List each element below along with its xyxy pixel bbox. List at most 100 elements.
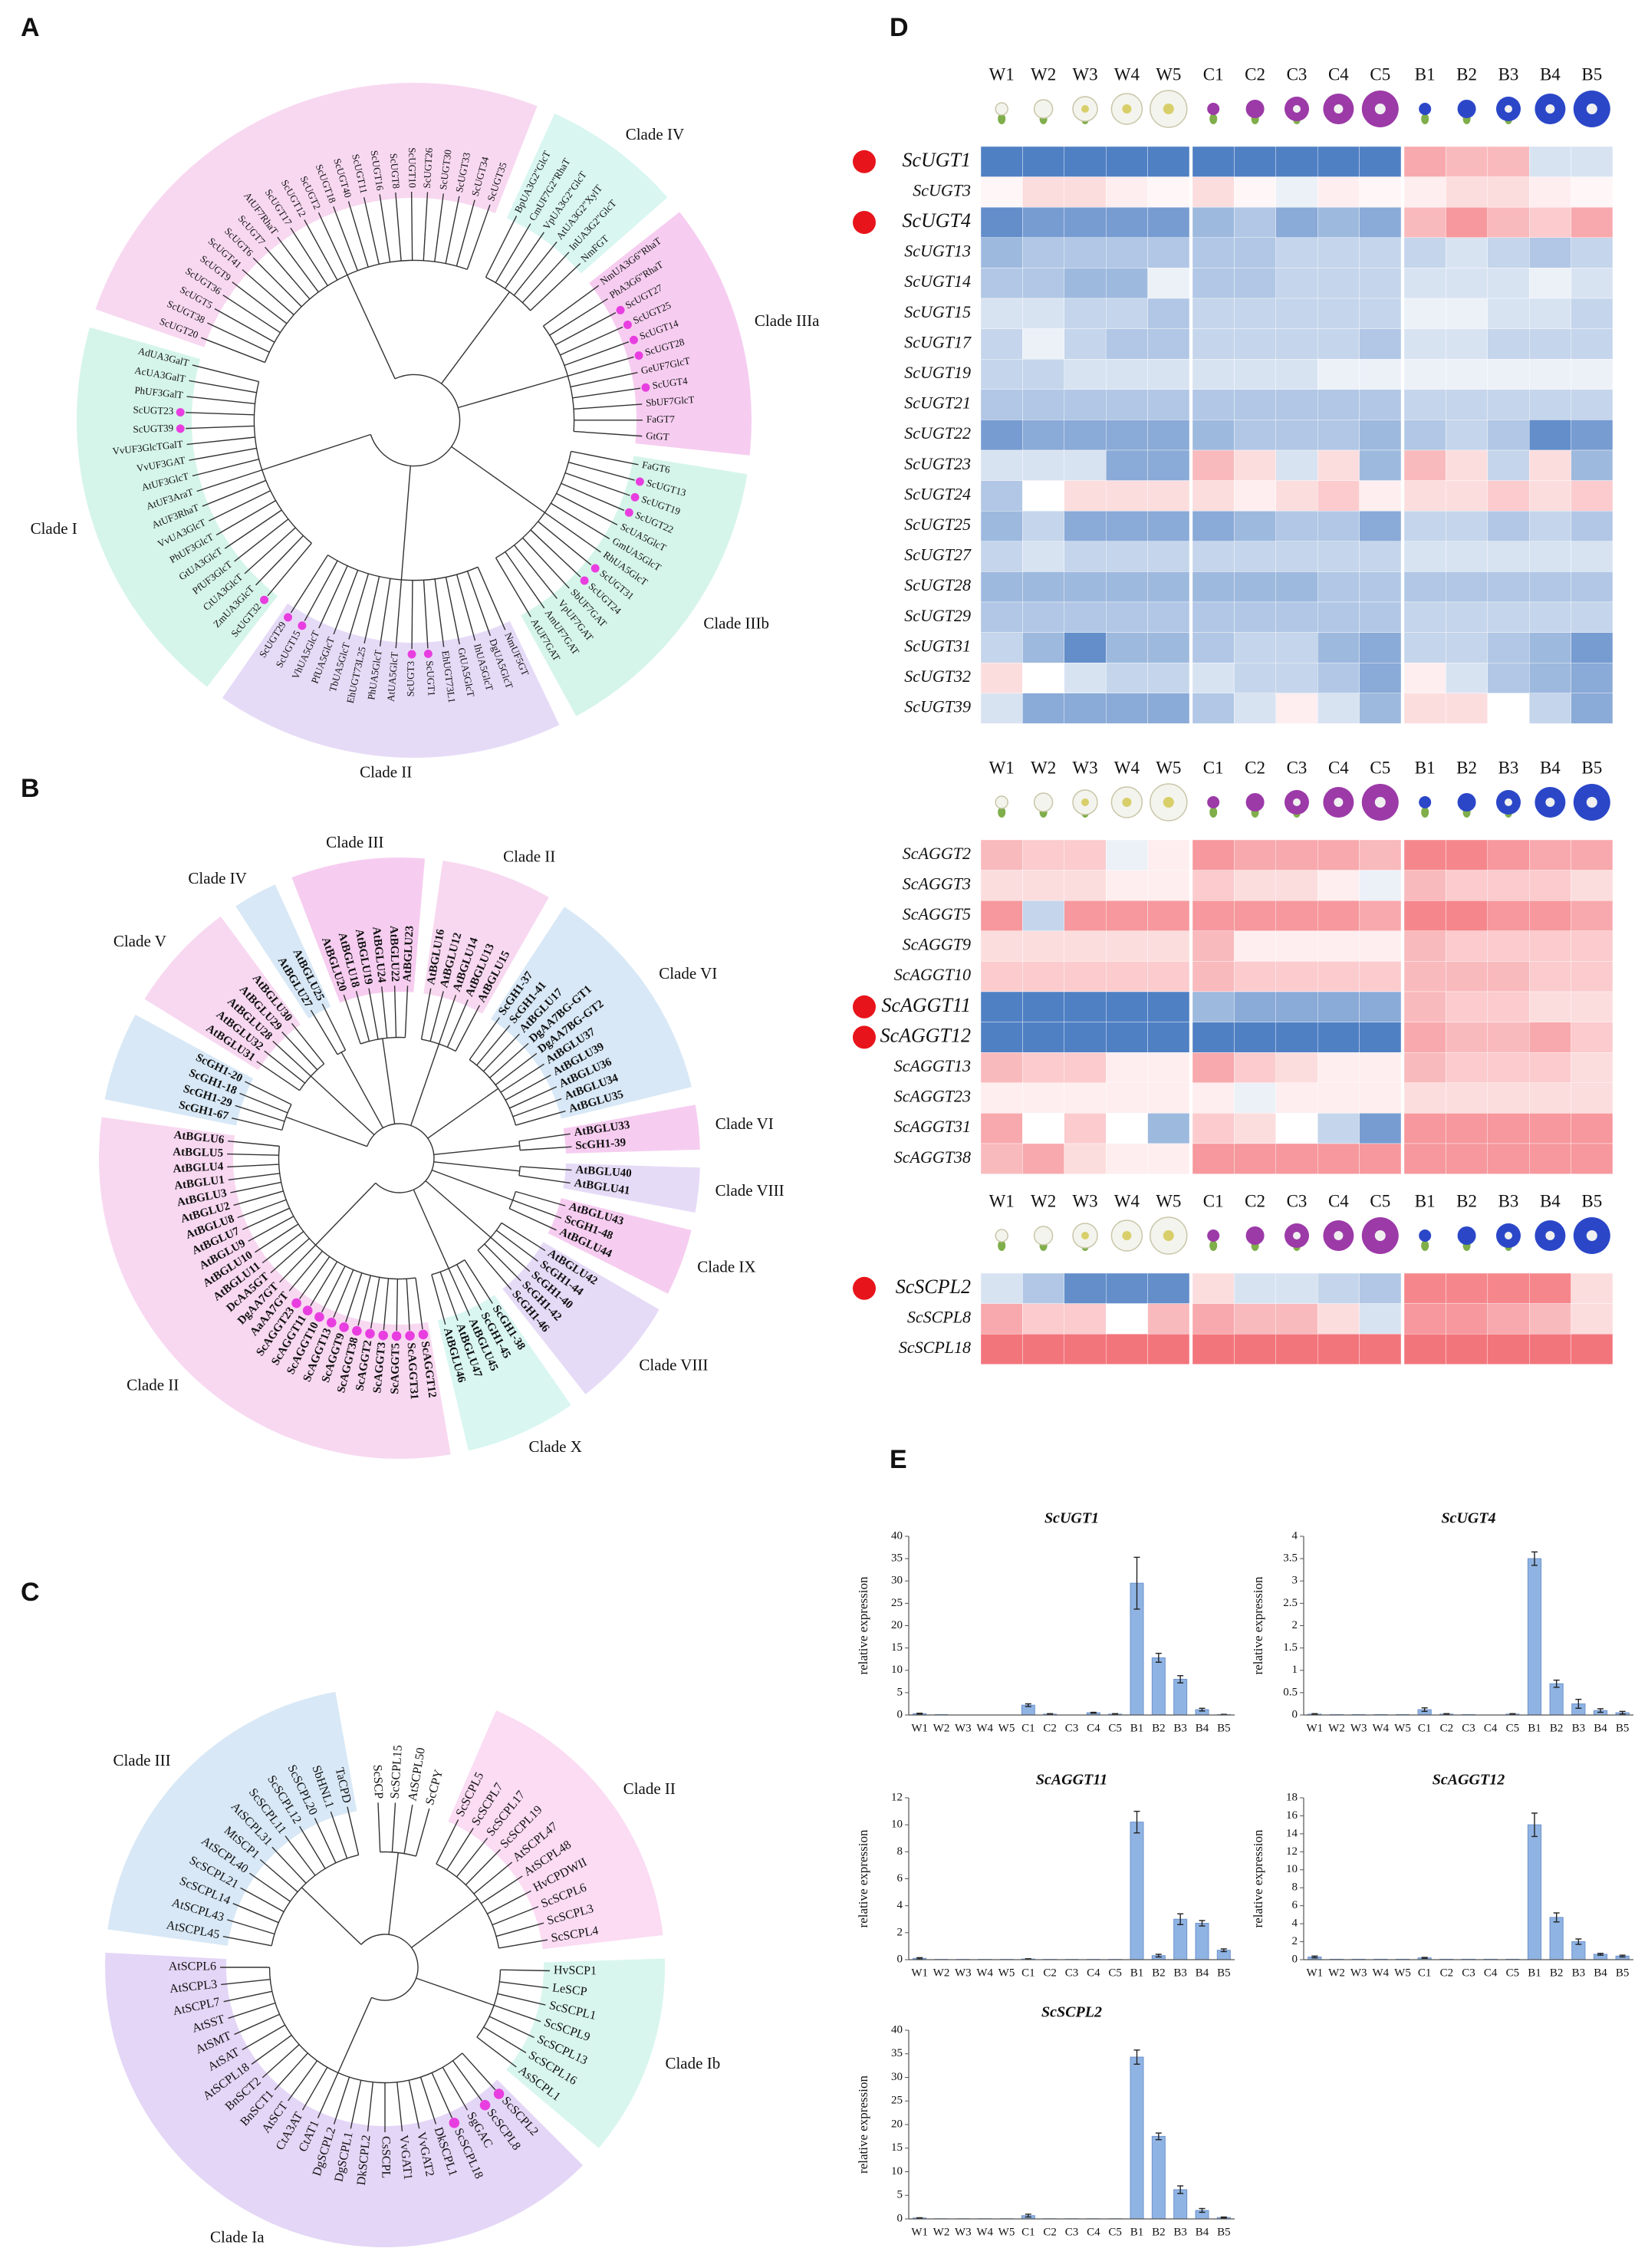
branch <box>186 396 255 404</box>
heatmap-cell <box>980 449 1023 481</box>
branch <box>477 567 506 630</box>
heatmap-cell <box>1022 1022 1065 1053</box>
flower-icon <box>995 1229 1008 1243</box>
bar-chart: ScSCPL2 relative expression 0 5 10 15 20 25 30 35… <box>856 2004 1235 2238</box>
heatmap-cell <box>1105 1333 1148 1364</box>
x-tick-label: B3 <box>1173 1967 1187 1979</box>
branch <box>512 1098 562 1118</box>
heatmap-cell <box>1317 298 1360 329</box>
heatmap-cell <box>1487 961 1530 992</box>
clade-wedge <box>506 1958 665 2148</box>
heatmap-cell <box>1147 870 1190 901</box>
heatmap-cell <box>1487 1303 1530 1335</box>
branch <box>232 1903 279 1924</box>
branch <box>310 1261 338 1307</box>
clade-label: Clade IIIb <box>703 614 769 632</box>
leaf-label: AtBGLU23 <box>401 926 416 983</box>
heatmap-cell <box>1359 839 1402 871</box>
heatmap-cell <box>1528 207 1571 239</box>
branch <box>396 2082 403 2131</box>
heatmap-cell <box>1528 420 1571 451</box>
branch <box>434 193 444 262</box>
branch <box>497 1993 546 2006</box>
heatmap-cell <box>1192 359 1235 390</box>
heatmap-cell <box>1147 900 1190 931</box>
heatmap-cell <box>1528 541 1571 572</box>
heatmap-cell <box>1446 298 1488 329</box>
highlight-dot <box>853 150 876 173</box>
flower-icon <box>995 102 1008 116</box>
branch <box>267 542 312 597</box>
marker-dot <box>378 1330 389 1341</box>
leaf-label: ScUGT23 <box>133 403 173 416</box>
heatmap-cell <box>1105 1303 1148 1335</box>
heatmap-cell <box>1528 1082 1571 1114</box>
branch <box>223 1990 272 2003</box>
clade-label: Clade Ia <box>210 2227 265 2246</box>
tree: AtSCPL45AtSCPL43ScSCPL14ScSCPL21AtSCPL40… <box>105 1691 720 2247</box>
x-tick-label: B1 <box>1528 1967 1541 1979</box>
heatmap-cell <box>1571 389 1613 420</box>
heatmap-cell <box>1571 571 1613 603</box>
column-label: W4 <box>1114 1191 1140 1210</box>
heatmap-cell <box>1317 900 1360 931</box>
branch <box>291 1022 325 1065</box>
heatmap-cell <box>1192 328 1235 360</box>
row-label: ScUGT19 <box>904 363 971 382</box>
flower-icon-center <box>1374 1230 1386 1241</box>
y-tick-label: 3 <box>1292 1575 1298 1587</box>
heatmap-cell <box>1234 1052 1277 1083</box>
bar <box>1151 1657 1166 1716</box>
flower-icon-center <box>1545 104 1555 114</box>
heatmap-cell <box>1022 420 1065 451</box>
branch <box>232 281 288 324</box>
leaf-label: ScUGT3 <box>404 661 416 696</box>
heatmap-cell <box>980 1082 1023 1114</box>
column-label: C2 <box>1245 758 1265 777</box>
heatmap-cell <box>1446 176 1488 208</box>
heatmap-cell <box>1446 1022 1488 1053</box>
column-label: B1 <box>1415 1191 1436 1210</box>
row-label: ScUGT21 <box>904 393 971 413</box>
leaf-label: FaGT6 <box>641 459 672 476</box>
heatmap-cell <box>1192 1113 1235 1144</box>
heatmap-block: W1 W2 W3 W4 W5 C1 C2 C3 C4 C5 B1 B2 B3 B4 B5 ScAGGT2 ScA… <box>853 758 1613 1174</box>
heatmap-cell <box>1022 207 1065 239</box>
heatmap-cell <box>1234 389 1277 420</box>
branch <box>415 1278 423 1330</box>
heatmap-cell <box>1446 1113 1488 1144</box>
heatmap-cell <box>1359 1113 1402 1144</box>
heatmap-cell <box>1571 146 1613 177</box>
flower-icon-stem <box>998 1240 1006 1251</box>
x-tick-label: B4 <box>1594 1722 1607 1734</box>
x-tick-label: B4 <box>1196 1722 1209 1734</box>
x-tick-label: B2 <box>1152 2226 1166 2238</box>
heatmap-cell <box>1192 930 1235 962</box>
x-tick-label: C2 <box>1043 1967 1057 1979</box>
heatmap-cell <box>1487 1082 1530 1114</box>
branch <box>249 1872 291 1902</box>
leaf-label: ScGH1-39 <box>575 1137 627 1152</box>
column-label: C4 <box>1328 64 1349 84</box>
y-tick-label: 0 <box>897 2212 903 2224</box>
flower-icon-center <box>1081 105 1089 113</box>
flower-icon-center <box>1122 798 1132 807</box>
clade-wedge <box>548 1198 692 1294</box>
heatmap-cell <box>1403 1143 1446 1174</box>
heatmap-cell <box>1317 511 1360 542</box>
heatmap-cell <box>1275 930 1318 962</box>
heatmap-cell <box>1571 328 1613 360</box>
branch <box>556 492 618 525</box>
heatmap-cell <box>1234 870 1277 901</box>
heatmap-cell <box>1403 839 1446 871</box>
heatmap-cell <box>1105 176 1148 208</box>
flower-icon-center <box>1293 798 1301 806</box>
clade-wedge <box>563 1163 700 1213</box>
flower-icon-center <box>1505 1232 1512 1239</box>
heatmap-cell <box>1234 480 1277 512</box>
heatmap-cell <box>1022 1333 1065 1364</box>
branch <box>277 236 319 293</box>
marker-dot <box>630 492 640 502</box>
branch <box>228 1173 280 1180</box>
branch <box>416 1977 495 2006</box>
